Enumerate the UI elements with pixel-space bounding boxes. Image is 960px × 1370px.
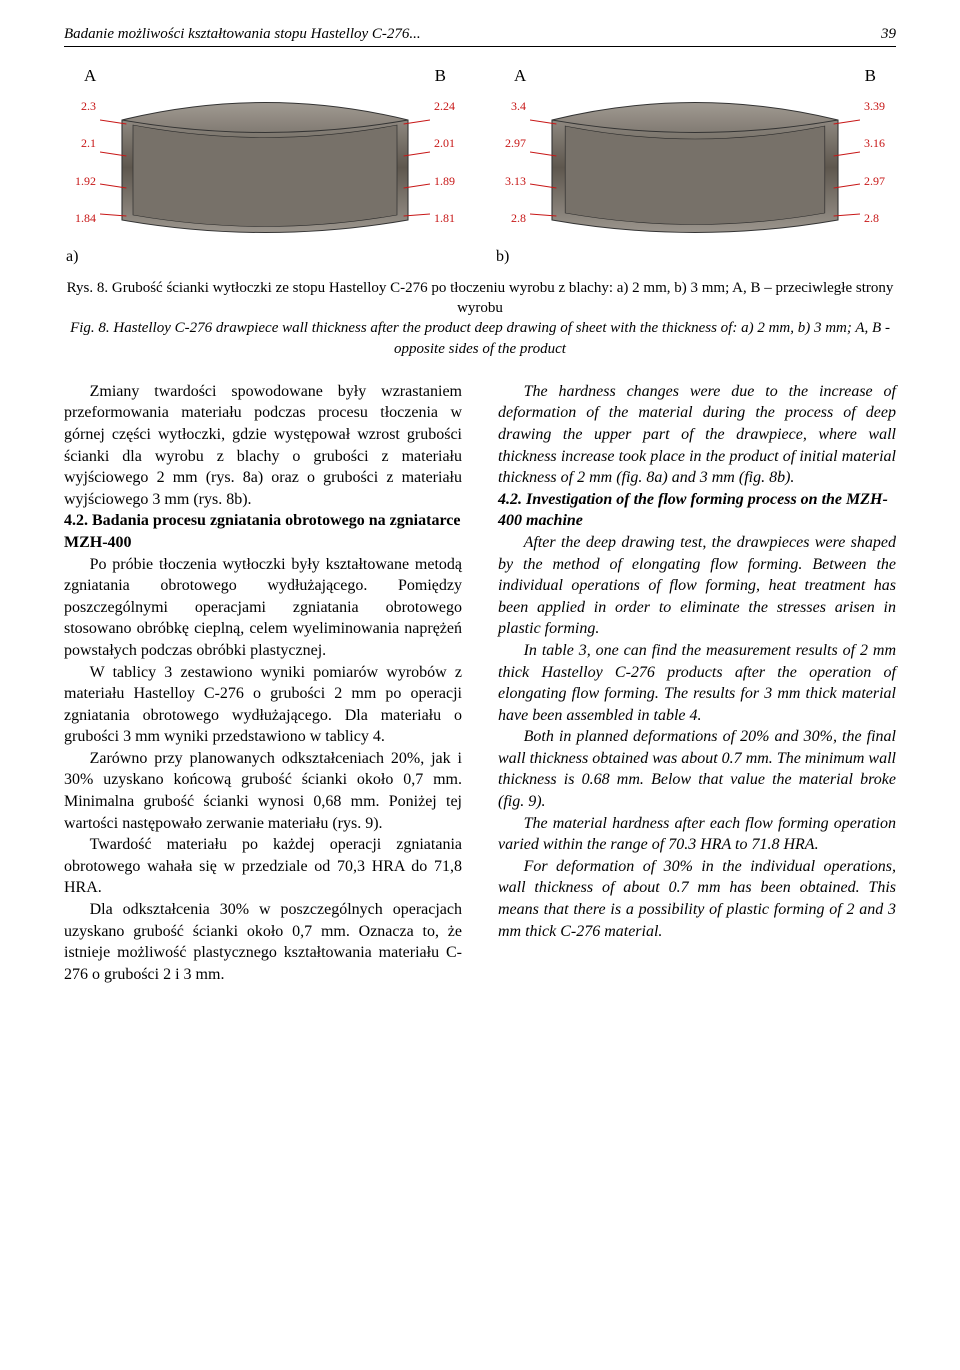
label: 1.89 <box>434 173 466 189</box>
paragraph: The material hardness after each flow fo… <box>498 813 896 856</box>
paragraph: W tablicy 3 zestawiono wyniki pomiarów w… <box>64 662 462 748</box>
column-english: The hardness changes were due to the inc… <box>498 381 896 986</box>
paragraph: Both in planned deformations of 20% and … <box>498 726 896 812</box>
label: 3.13 <box>494 173 526 189</box>
caption-en: Fig. 8. Hastelloy C-276 drawpiece wall t… <box>64 318 896 359</box>
label: 2.1 <box>64 135 96 151</box>
running-header: Badanie możliwości kształtowania stopu H… <box>64 24 896 47</box>
body-columns: Zmiany twardości spowodowane były wzrast… <box>64 381 896 986</box>
label: 2.8 <box>864 210 896 226</box>
paragraph: Zarówno przy planowanych odkształceniach… <box>64 748 462 834</box>
label: 3.4 <box>494 98 526 114</box>
paragraph: Dla odkształcenia 30% w poszczególnych o… <box>64 899 462 985</box>
subfigure-a: A B 2.3 2.1 1.92 1.84 <box>64 65 466 268</box>
label: 1.92 <box>64 173 96 189</box>
label: 2.24 <box>434 98 466 114</box>
subfigure-b: A B 3.4 2.97 3.13 2.8 <box>494 65 896 268</box>
subfig-a-left-labels: 2.3 2.1 1.92 1.84 <box>64 90 100 240</box>
subfig-b-right-labels: 3.39 3.16 2.97 2.8 <box>860 90 896 240</box>
paragraph: After the deep drawing test, the drawpie… <box>498 532 896 640</box>
subfig-b-letter-b: B <box>865 65 876 88</box>
subfig-b-left-labels: 3.4 2.97 3.13 2.8 <box>494 90 530 240</box>
ring-diagram-icon <box>530 90 860 240</box>
subfig-b-label: b) <box>494 246 896 268</box>
subfig-a-letter-a: A <box>84 65 96 88</box>
page-number: 39 <box>881 24 896 44</box>
paragraph: Po próbie tłoczenia wytłoczki były kszta… <box>64 554 462 662</box>
subfig-a-label: a) <box>64 246 466 268</box>
section-heading-en: 4.2. Investigation of the flow forming p… <box>498 489 896 532</box>
subfig-b-letter-a: A <box>514 65 526 88</box>
label: 3.16 <box>864 135 896 151</box>
paragraph: The hardness changes were due to the inc… <box>498 381 896 489</box>
paragraph: Zmiany twardości spowodowane były wzrast… <box>64 381 462 511</box>
ring-diagram-icon <box>100 90 430 240</box>
paragraph: In table 3, one can find the measurement… <box>498 640 896 726</box>
label: 3.39 <box>864 98 896 114</box>
label: 2.3 <box>64 98 96 114</box>
section-heading-pl: 4.2. Badania procesu zgniatania obrotowe… <box>64 510 462 553</box>
figure-8: A B 2.3 2.1 1.92 1.84 <box>64 65 896 268</box>
caption-pl: Rys. 8. Grubość ścianki wytłoczki ze sto… <box>64 278 896 319</box>
label: 1.84 <box>64 210 96 226</box>
column-polish: Zmiany twardości spowodowane były wzrast… <box>64 381 462 986</box>
subfig-a-right-labels: 2.24 2.01 1.89 1.81 <box>430 90 466 240</box>
label: 2.01 <box>434 135 466 151</box>
label: 2.97 <box>494 135 526 151</box>
paragraph: For deformation of 30% in the individual… <box>498 856 896 942</box>
subfig-a-letter-b: B <box>435 65 446 88</box>
figure-caption: Rys. 8. Grubość ścianki wytłoczki ze sto… <box>64 278 896 359</box>
running-title: Badanie możliwości kształtowania stopu H… <box>64 24 421 44</box>
paragraph: Twardość materiału po każdej operacji zg… <box>64 834 462 899</box>
label: 2.8 <box>494 210 526 226</box>
label: 1.81 <box>434 210 466 226</box>
label: 2.97 <box>864 173 896 189</box>
